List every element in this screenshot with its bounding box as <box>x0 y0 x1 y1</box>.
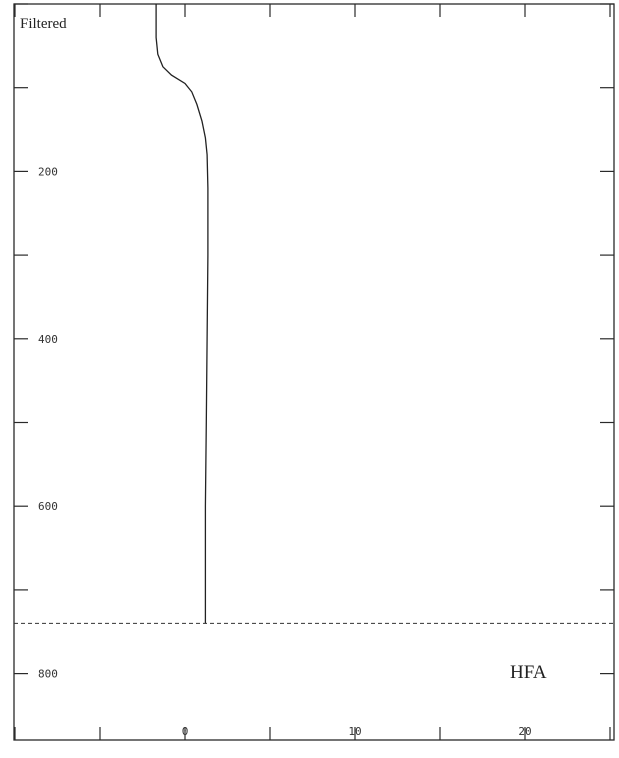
x-tick-label: 10 <box>348 725 361 738</box>
y-tick-label: 400 <box>38 333 58 346</box>
x-tick-label: 20 <box>518 725 531 738</box>
annotation-label: HFA <box>510 662 547 683</box>
plot-frame-group <box>13 3 615 741</box>
y-tick-label: 200 <box>38 165 58 178</box>
ticks-group <box>14 3 614 740</box>
x-tick-label: 0 <box>182 725 189 738</box>
y-tick-label: 800 <box>38 668 58 681</box>
series-line <box>155 4 209 624</box>
y-tick-label: 600 <box>38 500 58 513</box>
corner-label: Filtered <box>20 16 67 32</box>
tick-labels-group: 0 10 20 200 400 600 800 <box>38 165 532 738</box>
plot-frame <box>13 3 615 741</box>
